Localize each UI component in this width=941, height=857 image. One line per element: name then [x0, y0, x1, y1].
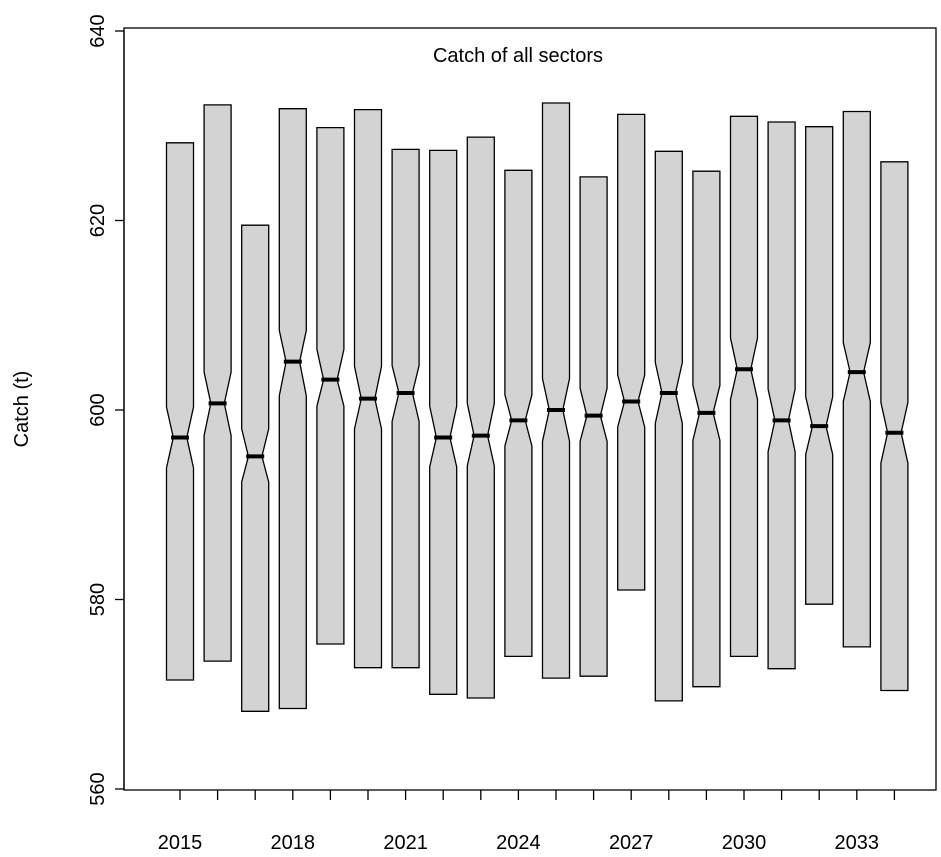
- y-tick-label: 620: [87, 204, 109, 237]
- box-2026: [579, 176, 608, 677]
- x-axis: 2015 2018 2021 2024 2027 2030 2033: [158, 790, 896, 854]
- y-axis-label: Catch (t): [11, 371, 33, 448]
- box-2025: [541, 102, 571, 679]
- box-2021: [391, 148, 420, 669]
- boxes: [165, 102, 909, 712]
- chart-title: Catch of all sectors: [433, 45, 603, 67]
- x-tick-label: 2015: [158, 832, 203, 854]
- box-2031: [767, 121, 796, 670]
- x-tick-label: 2027: [609, 832, 654, 854]
- box-2027: [617, 113, 646, 591]
- y-tick-label: 600: [87, 393, 109, 426]
- box-2033: [842, 110, 871, 648]
- box-2030: [729, 115, 759, 658]
- y-axis: 560 580 600 620 640: [87, 14, 125, 806]
- box-2019: [316, 126, 345, 645]
- box-2028: [654, 150, 683, 702]
- x-tick-label: 2030: [722, 832, 767, 854]
- box-2024: [504, 169, 533, 658]
- box-2017: [241, 224, 270, 712]
- box-2016: [203, 104, 232, 662]
- box-2029: [692, 170, 721, 688]
- box-2034: [880, 161, 909, 692]
- box-2018: [278, 108, 307, 710]
- x-tick-label: 2021: [383, 832, 428, 854]
- box-2022: [429, 149, 458, 695]
- x-tick-label: 2018: [271, 832, 316, 854]
- box-2023: [466, 136, 495, 699]
- y-tick-label: 640: [87, 14, 109, 47]
- box-2015: [165, 142, 195, 681]
- y-tick-label: 580: [87, 583, 109, 616]
- x-tick-label: 2024: [496, 832, 541, 854]
- y-tick-label: 560: [87, 772, 109, 805]
- x-tick-label: 2033: [835, 832, 880, 854]
- box-2032: [805, 126, 834, 605]
- box-2020: [353, 108, 383, 669]
